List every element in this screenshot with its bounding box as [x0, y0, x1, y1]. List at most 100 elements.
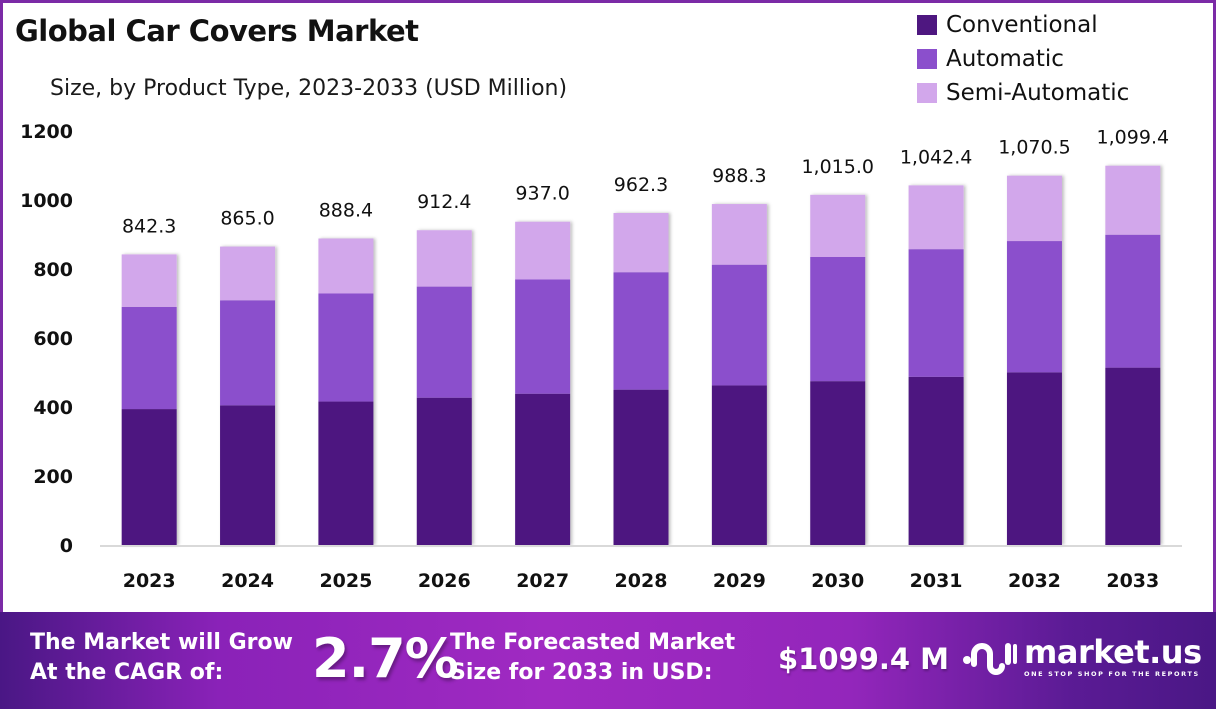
- cagr-caption-line1: The Market will Grow: [30, 630, 293, 655]
- cagr-value: 2.7%: [312, 627, 459, 690]
- x-tick-label: 2023: [123, 570, 176, 592]
- total-data-label: 962.3: [614, 174, 668, 196]
- logo-tagline: ONE STOP SHOP FOR THE REPORTS: [1024, 670, 1200, 678]
- market-us-logo-icon: [963, 643, 1017, 675]
- total-data-label: 1,015.0: [801, 156, 874, 178]
- x-axis: 2023 2024 2025 2026 2027 2028 2029 2030 2031 2032…: [123, 570, 1160, 592]
- bar-stack-2027: [515, 221, 571, 545]
- x-tick-label: 2030: [811, 570, 864, 592]
- legend-swatch-semi-automatic: [917, 83, 937, 103]
- bar-segment-conventional-2028: [613, 389, 669, 545]
- y-tick-label: 800: [33, 259, 73, 281]
- bar-segment-semi-automatic-2024: [220, 246, 276, 301]
- x-tick-label: 2025: [319, 570, 372, 592]
- bar-segment-automatic-2032: [1006, 241, 1062, 373]
- total-data-label: 865.0: [220, 208, 274, 230]
- bar-segment-automatic-2025: [318, 293, 374, 402]
- x-tick-label: 2029: [713, 570, 766, 592]
- bar-segment-automatic-2033: [1105, 234, 1161, 368]
- y-tick-label: 0: [60, 535, 73, 557]
- y-tick-label: 1000: [20, 190, 73, 212]
- x-tick-label: 2024: [221, 570, 274, 592]
- total-data-label: 1,042.4: [900, 146, 973, 168]
- total-data-label: 1,070.5: [998, 137, 1071, 159]
- bar-segment-automatic-2028: [613, 272, 669, 390]
- legend-swatch-automatic: [917, 49, 937, 69]
- bar-segment-semi-automatic-2027: [515, 221, 571, 280]
- forecast-caption: The Forecasted Market Size for 2033 in U…: [450, 628, 735, 688]
- bar-stack-2026: [416, 230, 472, 545]
- bar-segment-automatic-2027: [515, 279, 571, 394]
- market-us-logo: market.us ONE STOP SHOP FOR THE REPORTS: [960, 636, 1202, 678]
- bar-segment-conventional-2029: [711, 385, 767, 545]
- bar-segment-automatic-2023: [121, 306, 177, 410]
- bar-segment-automatic-2031: [908, 249, 964, 377]
- total-data-label: 842.3: [122, 215, 176, 237]
- bar-segment-conventional-2031: [908, 376, 964, 545]
- bar-segment-semi-automatic-2025: [318, 238, 374, 294]
- bar-segment-semi-automatic-2026: [416, 230, 472, 287]
- bar-stack-2031: [908, 185, 964, 545]
- bar-segment-semi-automatic-2029: [711, 204, 767, 265]
- bar-stack-2029: [711, 204, 767, 545]
- bar-segment-conventional-2030: [810, 381, 866, 545]
- chart-subtitle: Size, by Product Type, 2023-2033 (USD Mi…: [50, 76, 568, 101]
- total-labels: 842.3 865.0 888.4 912.4 937.0 962.3 988.3 1,015…: [122, 127, 1169, 238]
- bar-segment-conventional-2027: [515, 393, 571, 545]
- legend-label: Automatic: [946, 46, 1064, 72]
- bar-stack-2028: [613, 213, 669, 545]
- bar-segment-semi-automatic-2028: [613, 213, 669, 273]
- bar-segment-semi-automatic-2030: [810, 194, 866, 257]
- bar-stack-2032: [1006, 175, 1062, 545]
- cagr-caption-line2: At the CAGR of:: [30, 660, 224, 685]
- bar-stack-2030: [810, 194, 866, 545]
- total-data-label: 888.4: [319, 200, 373, 222]
- y-tick-label: 400: [33, 397, 73, 419]
- bar-segment-automatic-2026: [416, 286, 472, 398]
- bar-segment-conventional-2024: [220, 405, 276, 545]
- legend-label: Conventional: [946, 12, 1098, 38]
- logo-name: market.us: [1024, 633, 1202, 671]
- legend-swatch-conventional: [917, 15, 937, 35]
- x-tick-label: 2027: [516, 570, 569, 592]
- bar-segment-conventional-2026: [416, 397, 472, 545]
- bar-segment-semi-automatic-2033: [1105, 165, 1161, 235]
- bar-stack-2033: [1105, 165, 1161, 545]
- total-data-label: 912.4: [417, 191, 471, 213]
- bar-segment-automatic-2030: [810, 256, 866, 382]
- x-tick-label: 2028: [615, 570, 668, 592]
- x-tick-label: 2032: [1008, 570, 1061, 592]
- bar-stack-2024: [220, 246, 276, 545]
- bar-stack-2023: [121, 254, 177, 545]
- x-tick-label: 2026: [418, 570, 471, 592]
- cagr-caption: The Market will Grow At the CAGR of:: [30, 628, 293, 688]
- legend-label: Semi-Automatic: [946, 80, 1130, 106]
- y-tick-label: 1200: [20, 121, 73, 143]
- bar-segment-semi-automatic-2023: [121, 254, 177, 307]
- bar-segment-automatic-2029: [711, 264, 767, 386]
- bar-stack-2025: [318, 238, 374, 545]
- bar-segment-conventional-2023: [121, 409, 177, 545]
- chart-title: Global Car Covers Market: [15, 14, 419, 48]
- total-data-label: 1,099.4: [1097, 127, 1170, 149]
- total-data-label: 988.3: [712, 165, 766, 187]
- y-axis: 0 200 400 600 800 1000 1200: [20, 121, 73, 557]
- y-tick-label: 200: [33, 466, 73, 488]
- y-tick-label: 600: [33, 328, 73, 350]
- bar-segment-conventional-2032: [1006, 372, 1062, 545]
- legend: Conventional Automatic Semi-Automatic: [917, 8, 1129, 110]
- forecast-value: $1099.4 M: [778, 642, 950, 676]
- total-data-label: 937.0: [515, 183, 569, 205]
- bar-segment-semi-automatic-2031: [908, 185, 964, 250]
- forecast-caption-line1: The Forecasted Market: [450, 630, 736, 655]
- legend-item-conventional: Conventional: [917, 8, 1129, 42]
- bar-segment-semi-automatic-2032: [1006, 175, 1062, 242]
- legend-item-automatic: Automatic: [917, 42, 1129, 76]
- x-tick-label: 2031: [910, 570, 963, 592]
- bar-segment-automatic-2024: [220, 300, 276, 406]
- bar-segment-conventional-2033: [1105, 367, 1161, 545]
- forecast-caption-line2: Size for 2033 in USD:: [450, 660, 713, 685]
- legend-item-semi-automatic: Semi-Automatic: [917, 76, 1129, 110]
